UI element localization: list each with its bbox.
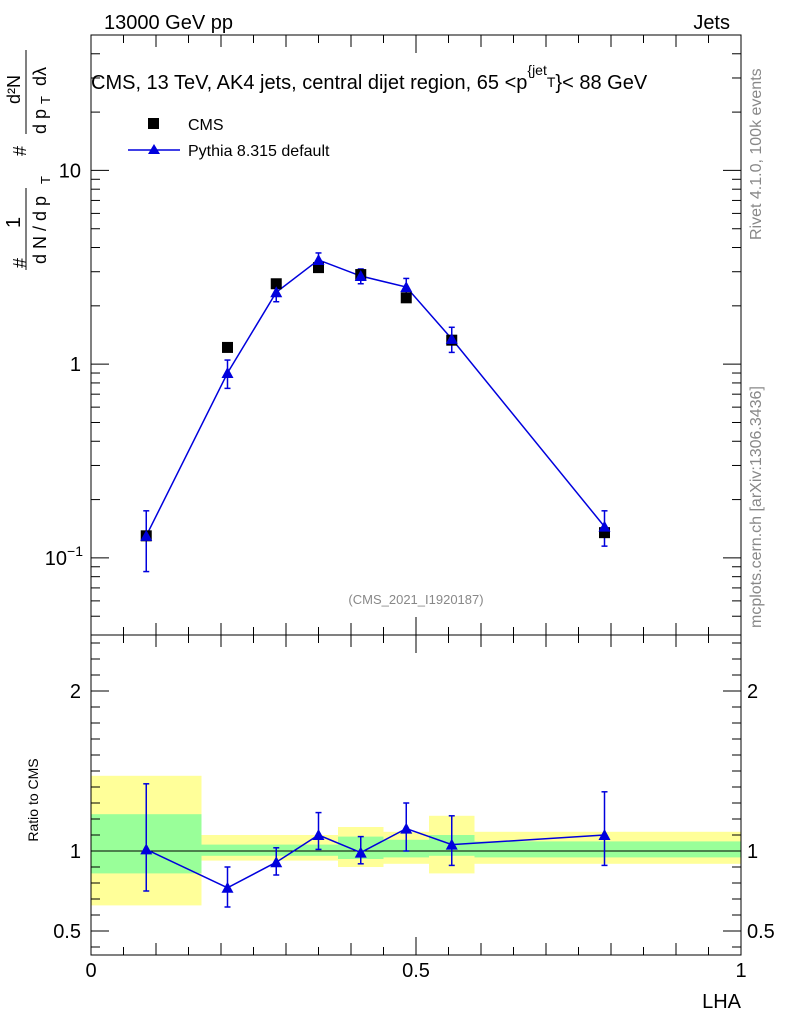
ratio-ytick-label-left: 1	[70, 841, 81, 863]
data-point	[313, 262, 324, 274]
legend: CMS Pythia 8.315 default	[128, 117, 330, 160]
ratio-mc-point	[354, 846, 367, 858]
ratio-mc-point	[445, 838, 458, 850]
svg-text:1: 1	[3, 217, 25, 228]
mc-line	[145, 259, 606, 537]
plot-title: CMS, 13 TeV, AK4 jets, central dijet reg…	[91, 62, 648, 94]
ratio-mc-point	[400, 822, 413, 834]
ratio-band-inner	[201, 844, 338, 856]
ratio-bands	[91, 775, 741, 906]
mc-point	[445, 332, 458, 344]
ratio-ytick-label-right: 1	[747, 841, 758, 863]
main-ytick-label: 10−1	[45, 543, 83, 570]
svg-text:#: #	[10, 258, 30, 268]
mc-point	[221, 367, 234, 379]
mc-point	[598, 520, 611, 532]
ratio-mc-point	[140, 843, 153, 855]
legend-label-cms: CMS	[188, 117, 224, 134]
data-point	[599, 527, 610, 539]
ratio-mc-point	[312, 829, 325, 840]
ratio-series	[140, 783, 611, 908]
mc-point	[354, 270, 367, 282]
svg-text:d p: d p	[30, 109, 50, 134]
main-ytick-label: 10	[59, 160, 81, 182]
ratio-xtick-label: 1	[735, 960, 746, 982]
svg-text:dλ: dλ	[30, 67, 50, 86]
ratio-ytick-label-left: 2	[70, 681, 81, 703]
ratio-ytick-label-right: 2	[747, 681, 758, 703]
legend-label-pythia: Pythia 8.315 default	[188, 143, 330, 160]
data-point	[270, 278, 282, 290]
header-energy: 13000 GeV pp	[104, 12, 233, 34]
ratio-ytick-label-right: 0.5	[747, 921, 775, 943]
header-process: Jets	[693, 12, 730, 34]
ratio-mc-line	[145, 827, 605, 889]
mcplots-credit: mcplots.cern.ch [arXiv:1306.3436]	[748, 386, 765, 628]
mc-point	[400, 281, 413, 293]
ratio-xtick-label: 0.5	[402, 960, 430, 982]
ratio-panel: 0.5 0.51 12 20 0.5 1 Ratio to CMS LHA	[25, 634, 775, 1013]
ratio-band-inner	[474, 841, 741, 858]
mc-point	[312, 253, 325, 265]
main-series	[140, 252, 611, 573]
ratio-mc-point	[598, 829, 611, 840]
legend-marker-cms	[148, 118, 159, 129]
main-ylabel: # 1 d N / d p T # d²N d p T dλ	[3, 50, 53, 270]
svg-text:d²N: d²N	[4, 75, 24, 104]
svg-text:d N / d p: d N / d p	[30, 196, 50, 264]
data-point	[400, 292, 412, 304]
ratio-xtick-label: 0	[85, 960, 96, 982]
ratio-mc-point	[221, 881, 234, 893]
ratio-ytick-label-left: 0.5	[53, 921, 81, 943]
analysis-label: (CMS_2021_I1920187)	[348, 592, 483, 607]
ratio-ylabel: Ratio to CMS	[25, 758, 41, 841]
ratio-mc-point	[270, 856, 283, 868]
ratio-xlabel: LHA	[702, 991, 742, 1013]
main-ticks: 10−1 1 10	[45, 34, 742, 636]
main-panel: 10−1 1 10 CMS, 13 TeV, AK4 jets, central d…	[45, 34, 742, 636]
svg-text:T: T	[38, 176, 53, 184]
ratio-frame	[90, 634, 742, 956]
legend-marker-pythia	[148, 144, 160, 154]
mc-point	[270, 286, 283, 298]
svg-text:T: T	[38, 96, 53, 104]
svg-text:#: #	[10, 146, 30, 156]
rivet-version: Rivet 4.1.0, 100k events	[748, 68, 765, 240]
main-ytick-label: 1	[70, 354, 81, 376]
ratio-ticks: 0.5 0.51 12 20 0.5 1	[53, 635, 775, 982]
data-point	[222, 341, 233, 353]
mc-point	[140, 529, 153, 541]
